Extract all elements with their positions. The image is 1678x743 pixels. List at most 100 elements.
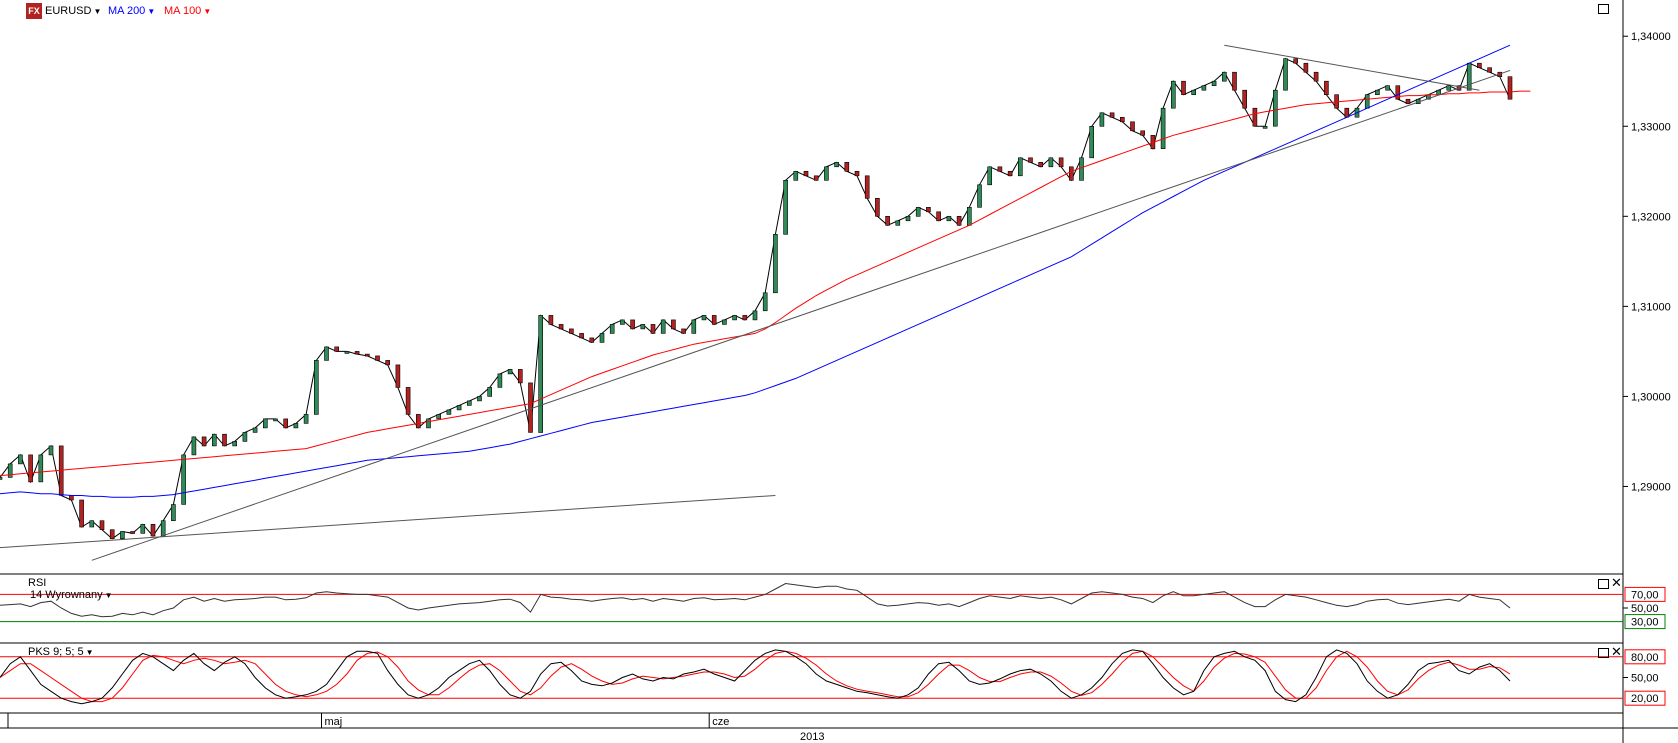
price-candle <box>252 427 258 433</box>
level-tick-label: 70,00 <box>1631 589 1659 601</box>
price-tick-label: 1,33000 <box>1631 121 1671 133</box>
price-candle <box>283 418 289 429</box>
level-tick-label: 30,00 <box>1631 617 1659 629</box>
price-candle <box>232 441 237 447</box>
price-candle <box>1262 126 1268 129</box>
price-candle <box>1038 162 1043 168</box>
ma200-label: MA 200 <box>108 5 146 17</box>
price-candle <box>1171 80 1176 109</box>
price-candle <box>1487 67 1492 73</box>
price-candle <box>7 463 13 478</box>
rsi-maximize-icon[interactable] <box>1598 579 1609 589</box>
price-candle <box>477 396 482 402</box>
pks-maximize-icon[interactable] <box>1598 648 1609 658</box>
price-candle <box>1211 80 1217 86</box>
price-candle <box>620 319 625 325</box>
pks-settings[interactable]: PKS 9; 5; 5 ▼ <box>28 645 94 660</box>
price-candle <box>150 523 156 537</box>
price-candle <box>997 166 1003 172</box>
price-candle <box>181 454 186 505</box>
price-candle <box>1130 121 1135 132</box>
price-candle <box>89 520 95 528</box>
price-candle <box>273 418 278 422</box>
price-candle <box>752 310 758 321</box>
price-candle <box>293 423 299 429</box>
price-candle <box>987 166 993 186</box>
trendline-long-support <box>0 494 776 549</box>
price-candle <box>415 414 421 429</box>
price-candle <box>691 319 697 334</box>
rsi-close-icon[interactable]: ✕ <box>1611 575 1622 590</box>
price-candle <box>671 319 676 330</box>
ma100-legend[interactable]: MA 100 ▼ <box>164 4 211 19</box>
price-candle <box>660 319 666 334</box>
price-candle <box>354 351 360 355</box>
price-candle <box>803 171 809 177</box>
price-candle <box>1181 80 1186 95</box>
time-axis: maj cze 2013 <box>0 712 1678 743</box>
price-candle <box>966 207 972 226</box>
price-candle <box>946 216 952 222</box>
price-axis: 1,34000 1,33000 1,32000 1,31000 1,30000 1,290… <box>1622 0 1671 743</box>
fx-logo: FX <box>26 3 42 19</box>
price-candle <box>497 373 503 388</box>
price-candle <box>446 409 452 415</box>
price-tick-label: 1,34000 <box>1631 31 1671 43</box>
price-candle <box>783 180 788 235</box>
price-candle <box>18 454 23 465</box>
price-tick-label: 1,29000 <box>1631 481 1671 493</box>
price-candle <box>436 414 442 420</box>
ma200-line <box>0 44 1511 498</box>
price-candle <box>120 531 125 539</box>
price-candle <box>466 400 472 406</box>
month-label: maj <box>324 716 342 728</box>
price-candle <box>1109 112 1115 118</box>
price-candle <box>1099 112 1105 127</box>
rsi-title: RSI <box>28 577 47 589</box>
price-candle <box>1048 157 1054 168</box>
level-tick-label: 80,00 <box>1631 652 1659 664</box>
price-candle <box>201 436 207 447</box>
level-tick-label: 20,00 <box>1631 693 1659 705</box>
price-candle <box>1028 157 1033 163</box>
year-label: 2013 <box>800 731 824 743</box>
price-candle <box>517 369 523 384</box>
pks-k-line <box>0 649 1511 705</box>
rsi-settings[interactable]: 14 Wyrownany ▼ <box>30 588 113 603</box>
price-candle <box>1079 157 1084 181</box>
price-candle <box>1017 157 1023 177</box>
price-candle <box>0 477 3 480</box>
price-candle <box>99 520 105 531</box>
price-candle <box>1140 130 1145 136</box>
pks-title: PKS 9; 5; 5 <box>28 646 84 658</box>
price-candle <box>528 382 533 433</box>
price-candle <box>324 346 329 361</box>
maximize-icon[interactable] <box>1598 4 1609 14</box>
pks-panel: 80,00 50,00 20,00 <box>0 642 1666 706</box>
price-candle <box>1405 98 1411 104</box>
price-candle <box>456 405 462 411</box>
price-candle <box>732 315 737 321</box>
price-candle <box>507 369 513 375</box>
ma200-legend[interactable]: MA 200 ▼ <box>108 4 155 19</box>
price-candle <box>1007 171 1013 177</box>
price-tick-label: 1,32000 <box>1631 211 1671 223</box>
level-badge <box>1624 614 1666 630</box>
price-candle <box>885 216 890 226</box>
price-candle <box>589 337 595 343</box>
price-candle <box>344 351 350 354</box>
price-candle <box>1273 89 1278 127</box>
price-candle <box>793 171 799 181</box>
price-candle <box>222 433 227 447</box>
price-candle <box>1375 89 1380 95</box>
price-candle <box>1344 107 1350 118</box>
price-candle <box>895 220 901 226</box>
price-candle <box>1385 85 1390 91</box>
level-tick-label: 50,00 <box>1631 673 1659 685</box>
pks-close-icon[interactable]: ✕ <box>1611 644 1622 659</box>
price-candle <box>1436 89 1441 95</box>
price-candle <box>303 414 309 424</box>
level-badge <box>1624 690 1666 706</box>
price-candle <box>824 166 829 181</box>
symbol-selector[interactable]: EURUSD ▼ <box>45 4 101 19</box>
